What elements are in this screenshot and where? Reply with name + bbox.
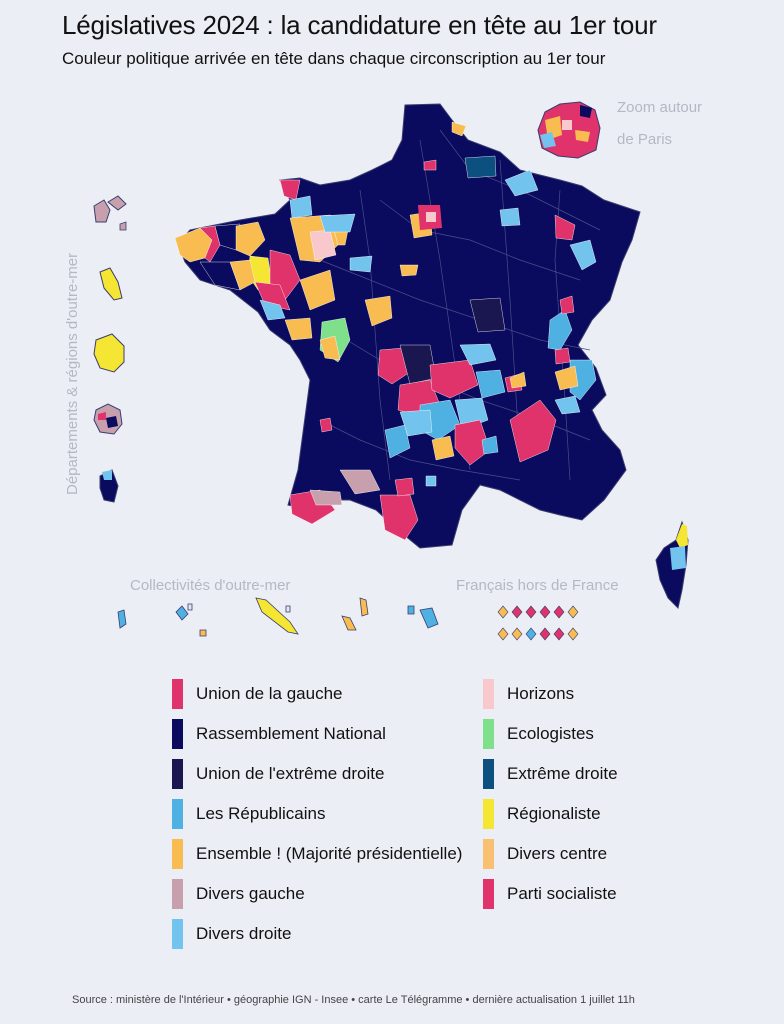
legend-swatch <box>172 799 183 829</box>
legend-swatch <box>172 759 183 789</box>
legend-label: Divers droite <box>196 924 292 943</box>
legend-label: Union de l'extrême droite <box>196 764 385 783</box>
legend-label: Parti socialiste <box>507 884 617 903</box>
legend-item: Régionaliste <box>483 798 601 830</box>
source-note: Source : ministère de l'Intérieur • géog… <box>72 994 635 1006</box>
legend-item: Parti socialiste <box>483 878 617 910</box>
legend-item: Union de l'extrême droite <box>172 758 384 790</box>
paris-zoom-inset[interactable] <box>537 101 601 159</box>
legend-label: Rassemblement National <box>196 724 386 743</box>
abroad-constituency-diamond[interactable] <box>567 605 579 619</box>
legend-label: Divers centre <box>507 844 608 863</box>
legend-swatch <box>172 679 183 709</box>
legend-item: Divers gauche <box>172 878 305 910</box>
abroad-constituency-diamond[interactable] <box>511 627 523 641</box>
legend-item: Ecologistes <box>483 718 594 750</box>
legend-label: Régionaliste <box>507 804 601 823</box>
zoom-paris-label: Zoom autour de Paris <box>617 99 703 148</box>
abroad-constituency-diamond[interactable] <box>567 627 579 641</box>
abroad-constituency-diamond[interactable] <box>553 605 565 619</box>
abroad-constituency-diamond[interactable] <box>553 627 565 641</box>
legend-label: Union de la gauche <box>196 684 343 703</box>
legend-item: Divers centre <box>483 838 607 870</box>
legend-swatch <box>172 719 183 749</box>
legend-swatch <box>483 799 494 829</box>
abroad-constituency-diamond[interactable] <box>525 627 537 641</box>
abroad-constituency-diamond[interactable] <box>539 627 551 641</box>
map-subtitle: Couleur politique arrivée en tête dans c… <box>62 49 606 68</box>
legend-swatch <box>172 879 183 909</box>
legend-swatch <box>172 919 183 949</box>
mainland-france[interactable] <box>174 103 689 609</box>
legend-swatch <box>483 719 494 749</box>
french-abroad-diamonds[interactable] <box>497 605 579 641</box>
legend-label: Ensemble ! (Majorité présidentielle) <box>196 844 463 863</box>
legend-swatch <box>483 839 494 869</box>
abroad-constituency-diamond[interactable] <box>511 605 523 619</box>
legend-swatch <box>483 759 494 789</box>
legend-swatch <box>483 879 494 909</box>
abroad-constituency-diamond[interactable] <box>539 605 551 619</box>
legend-item: Divers droite <box>172 918 291 950</box>
legend-label: Horizons <box>507 684 575 703</box>
overseas-collectivities[interactable] <box>117 597 439 637</box>
paris-area <box>418 205 442 230</box>
legend-item: Union de la gauche <box>172 678 343 710</box>
overseas-collectivities-label: Collectivités d'outre-mer <box>130 577 291 594</box>
abroad-constituency-diamond[interactable] <box>497 605 509 619</box>
legend-label: Les Républicains <box>196 804 326 823</box>
legend-item: Ensemble ! (Majorité présidentielle) <box>172 838 462 870</box>
abroad-constituency-diamond[interactable] <box>525 605 537 619</box>
overseas-departments[interactable] <box>93 195 127 503</box>
legend-item: Rassemblement National <box>172 718 386 750</box>
legend-label: Ecologistes <box>507 724 594 743</box>
legend-label: Extrême droite <box>507 764 618 783</box>
map-title: Législatives 2024 : la candidature en tê… <box>62 10 657 40</box>
abroad-constituency-diamond[interactable] <box>497 627 509 641</box>
legend-label: Divers gauche <box>196 884 305 903</box>
choropleth-map <box>93 101 689 641</box>
legend-item: Horizons <box>483 678 574 710</box>
legend-item: Extrême droite <box>483 758 618 790</box>
legend-swatch <box>172 839 183 869</box>
legend-swatch <box>483 679 494 709</box>
french-abroad-label: Français hors de France <box>456 577 619 594</box>
legend-item: Les Républicains <box>172 798 325 830</box>
